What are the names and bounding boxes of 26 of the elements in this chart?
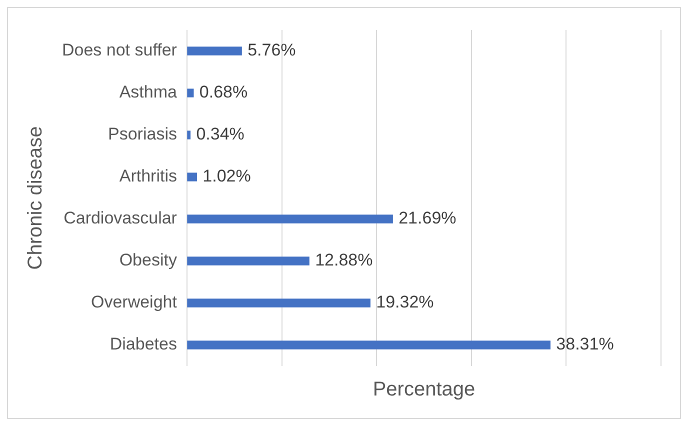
y-tick-label: Psoriasis (108, 124, 177, 144)
data-label: 38.31% (556, 334, 614, 354)
data-label: 21.69% (398, 208, 456, 228)
data-label: 12.88% (315, 250, 373, 270)
x-axis-title: Percentage (372, 378, 476, 401)
data-label: 5.76% (248, 40, 296, 60)
y-axis-title: Chronic disease (24, 126, 47, 270)
data-label: 0.68% (199, 82, 248, 102)
bar (187, 88, 194, 98)
y-tick-label: Obesity (119, 250, 178, 270)
y-tick-label: Cardiovascular (64, 208, 178, 228)
bar (187, 340, 551, 350)
y-tick-label: Overweight (90, 292, 178, 312)
bar (187, 172, 197, 182)
y-tick-label: Arthritis (119, 166, 177, 186)
y-tick-label: Diabetes (110, 334, 177, 354)
y-tick-label: Does not suffer (62, 40, 178, 60)
bar (187, 46, 242, 56)
y-tick-label: Asthma (119, 82, 178, 102)
data-label: 19.32% (376, 292, 434, 312)
bar (187, 298, 370, 308)
bar (187, 130, 191, 140)
bar (187, 256, 310, 266)
data-label: 0.34% (196, 124, 244, 144)
data-label: 1.02% (202, 166, 251, 186)
bar (187, 214, 393, 224)
